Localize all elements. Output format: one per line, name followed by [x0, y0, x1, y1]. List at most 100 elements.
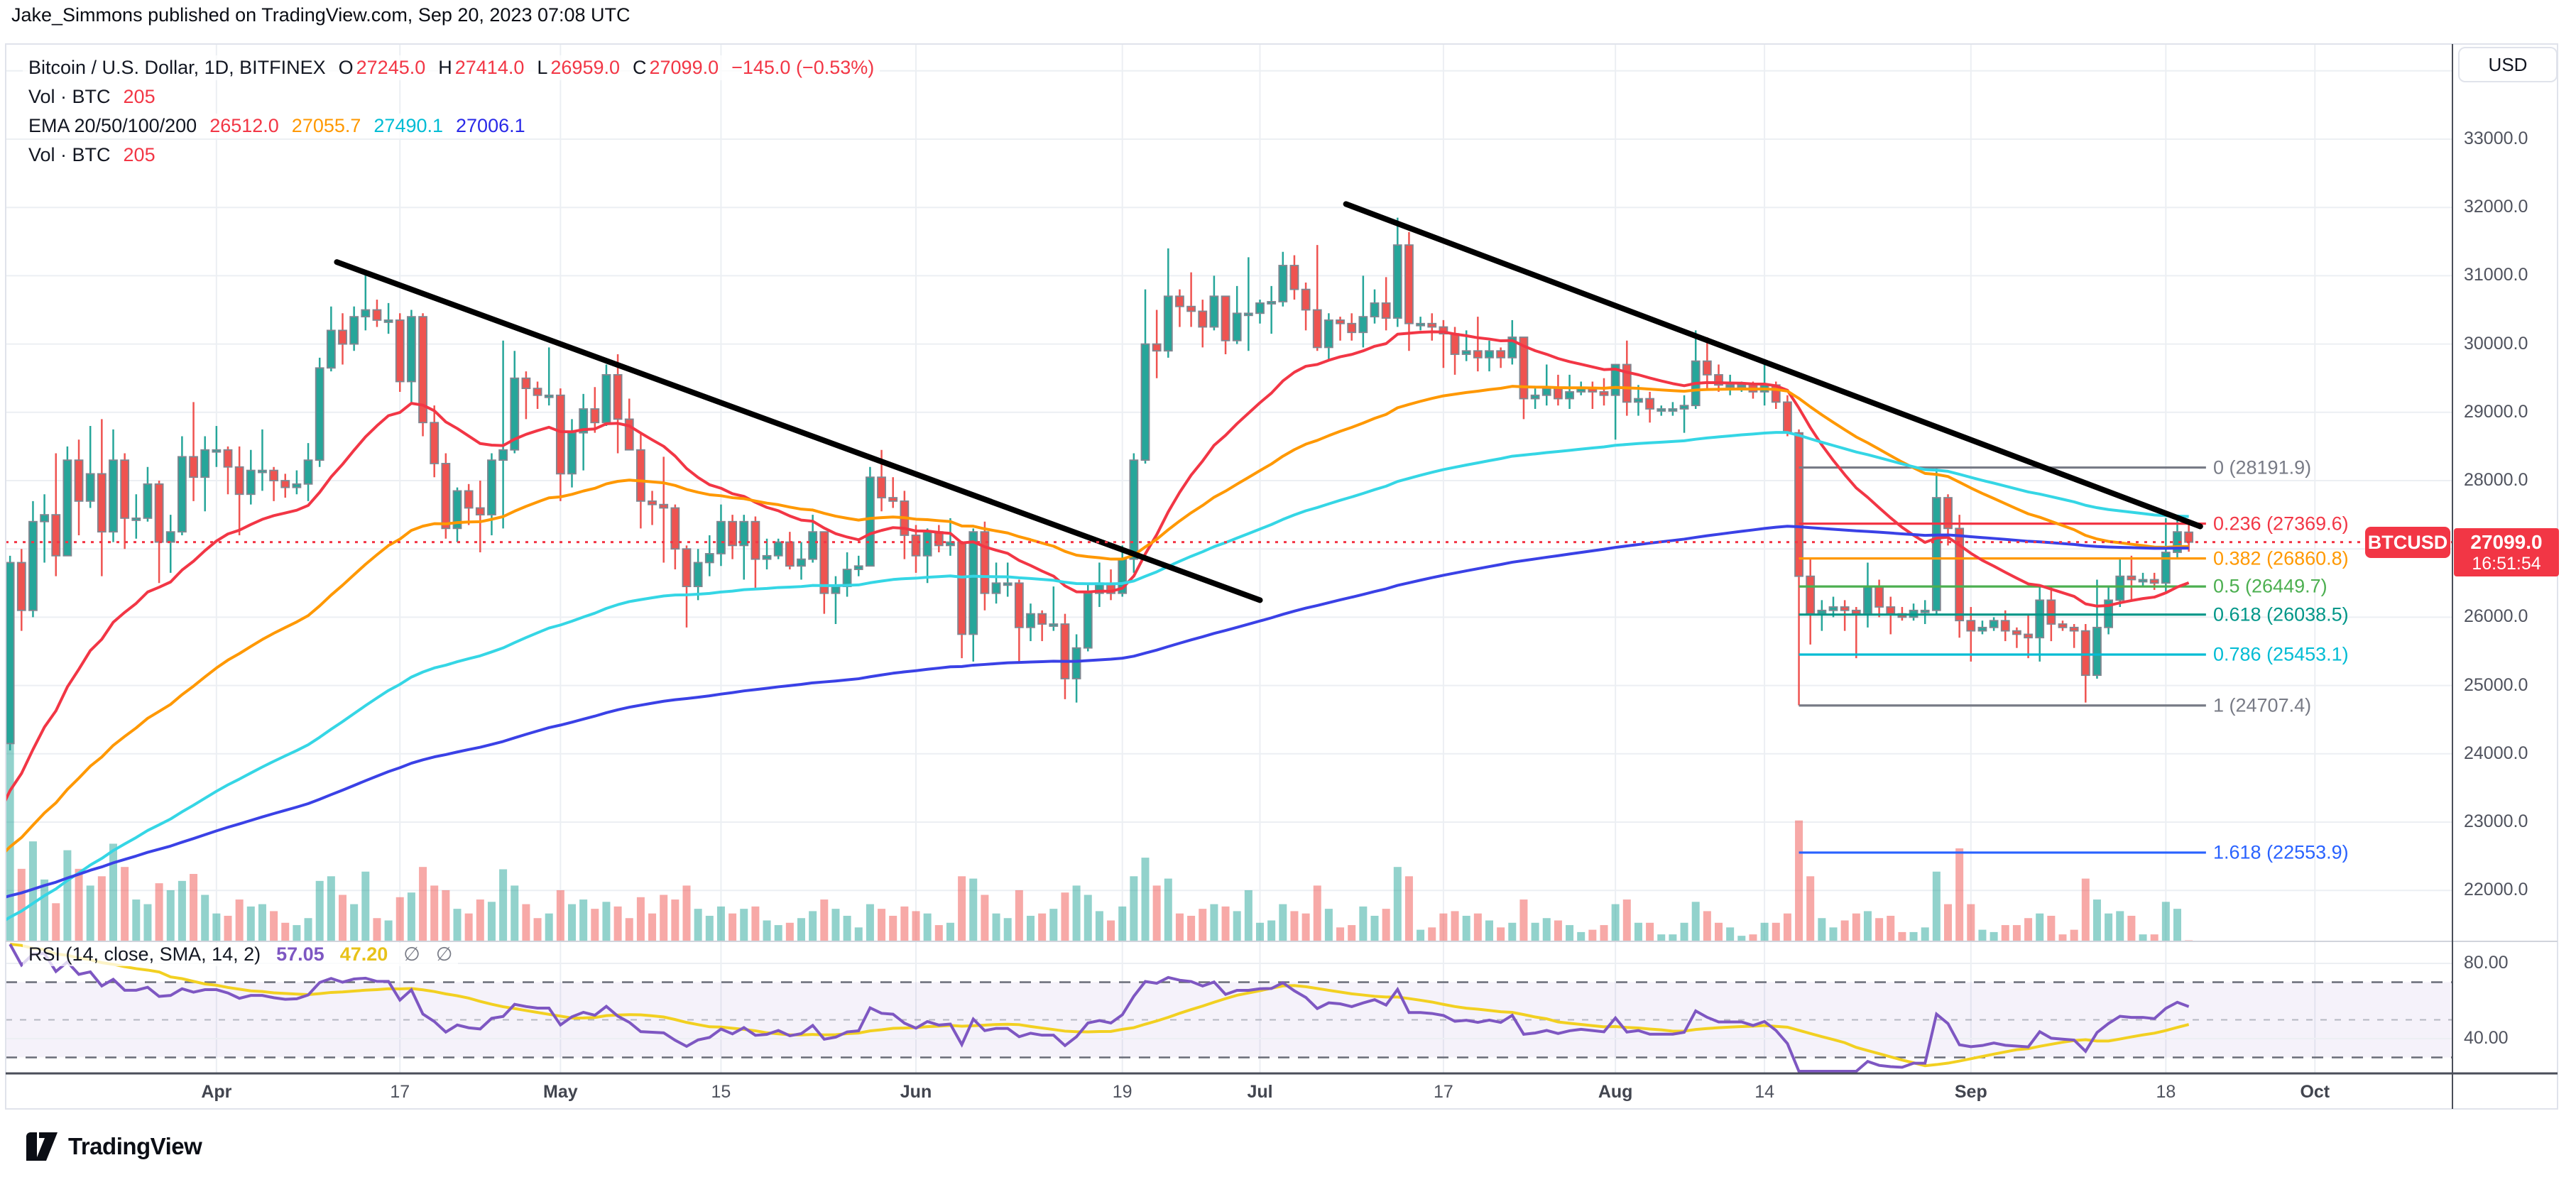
time-axis-label: Jun	[900, 1082, 932, 1102]
volume-label: Vol · BTC	[28, 144, 111, 165]
trendline	[334, 259, 1263, 603]
candle-body	[1473, 350, 1483, 359]
volume-bar	[121, 867, 129, 941]
volume-bar	[934, 925, 943, 941]
candle-body	[154, 483, 164, 543]
volume-bar	[705, 915, 714, 941]
time-axis-label: Sep	[1954, 1082, 1987, 1102]
rsi-legend-row[interactable]: RSI (14, close, SMA, 14, 2) 57.05 47.20 …	[23, 943, 459, 966]
volume-bar	[1852, 913, 1860, 941]
candle-body	[1657, 408, 1666, 412]
price-axis-label: 24000.0	[2464, 743, 2528, 763]
candle-body	[40, 514, 49, 523]
volume-bar	[969, 878, 978, 941]
candle-body	[819, 531, 829, 594]
volume-bar	[1027, 915, 1035, 941]
legend-volume-row-top[interactable]: Vol · BTC 205	[23, 84, 161, 109]
candle-body	[1243, 312, 1253, 317]
candle-body	[487, 459, 496, 516]
volume-bar	[1818, 918, 1826, 941]
volume-bar	[1795, 820, 1803, 941]
volume-bar	[1393, 867, 1402, 941]
volume-bar	[1187, 915, 1196, 941]
time-axis-label: 14	[1754, 1082, 1774, 1102]
candle-body	[853, 565, 863, 570]
candle-body	[2127, 575, 2136, 581]
volume-bar	[1175, 913, 1184, 941]
candle-body	[773, 541, 783, 557]
volume-bar	[235, 899, 244, 941]
volume-bar	[533, 918, 542, 941]
candle-body	[957, 541, 966, 635]
candle-body	[1255, 302, 1265, 314]
candle-body	[670, 507, 680, 550]
candle-body	[361, 309, 371, 318]
volume-bar	[1921, 927, 1929, 941]
candle-body	[2080, 630, 2090, 677]
candle-body	[418, 316, 427, 424]
tradingview-logo[interactable]: TradingView	[26, 1132, 202, 1161]
change-value: −145.0 (−0.53%)	[731, 57, 875, 78]
currency-unit-button[interactable]: USD	[2458, 47, 2558, 82]
candle-body	[946, 541, 955, 547]
candle-body	[555, 394, 565, 475]
candle-body	[1014, 582, 1024, 628]
volume-bar	[476, 899, 484, 941]
time-axis-label: 18	[2156, 1082, 2176, 1102]
candle-body	[1003, 582, 1013, 586]
price-axis-label: 33000.0	[2464, 128, 2528, 148]
candle-body	[234, 466, 244, 496]
candle-body	[1289, 265, 1299, 290]
candle-body	[2184, 531, 2194, 543]
candle-body	[315, 367, 324, 461]
candle-body	[372, 309, 382, 321]
legend-ema-row[interactable]: EMA 20/50/100/200 26512.0 27055.7 27490.…	[23, 114, 531, 138]
symbol-price-flag[interactable]: BTCUSD	[2365, 527, 2450, 558]
candle-body	[590, 408, 600, 424]
candle-body	[430, 422, 440, 464]
candle-body	[911, 535, 921, 557]
candle-body	[866, 476, 875, 567]
candle-body	[1702, 360, 1712, 376]
ohlc-low: L 26959.0	[537, 57, 620, 78]
candle-body	[1955, 527, 1965, 622]
volume-bar	[1588, 929, 1597, 941]
volume-bar	[579, 899, 588, 941]
candle-body	[659, 503, 669, 509]
candle-body	[601, 373, 611, 424]
candle-body	[16, 562, 26, 611]
volume-bar	[878, 909, 886, 941]
volume-bar	[2150, 934, 2159, 941]
candle-body	[349, 316, 359, 345]
candle-body	[189, 456, 198, 478]
volume-bar	[740, 909, 748, 941]
candle-body	[280, 480, 290, 488]
candle-body	[51, 514, 61, 557]
volume-bar	[442, 890, 450, 941]
candle-body	[1485, 350, 1494, 359]
candle-body	[1026, 613, 1035, 628]
candle-body	[1163, 295, 1173, 352]
time-axis[interactable]	[6, 1075, 2452, 1107]
volume-bar	[2012, 925, 2021, 941]
candle-body	[269, 469, 279, 481]
time-axis-label: 15	[711, 1082, 731, 1102]
volume-bar	[728, 913, 737, 941]
volume-bar	[1990, 931, 1998, 941]
legend-symbol-row[interactable]: Bitcoin / U.S. Dollar, 1D, BITFINEX O 272…	[23, 55, 880, 80]
candle-body	[544, 394, 554, 398]
candle-body	[338, 329, 347, 345]
volume-bar	[304, 918, 312, 941]
volume-bar	[1164, 878, 1172, 941]
legend: Bitcoin / U.S. Dollar, 1D, BITFINEX O 272…	[23, 55, 880, 168]
legend-volume-row-bottom[interactable]: Vol · BTC 205	[23, 143, 161, 168]
candle-body	[452, 490, 462, 530]
candle-body	[223, 449, 233, 468]
candle-body	[922, 531, 932, 557]
volume-bar	[854, 927, 863, 941]
volume-bar	[809, 911, 817, 941]
candle-body	[383, 319, 393, 323]
fib-level-label: 0 (28191.9)	[2213, 456, 2312, 478]
volume-bar	[1233, 911, 1241, 941]
